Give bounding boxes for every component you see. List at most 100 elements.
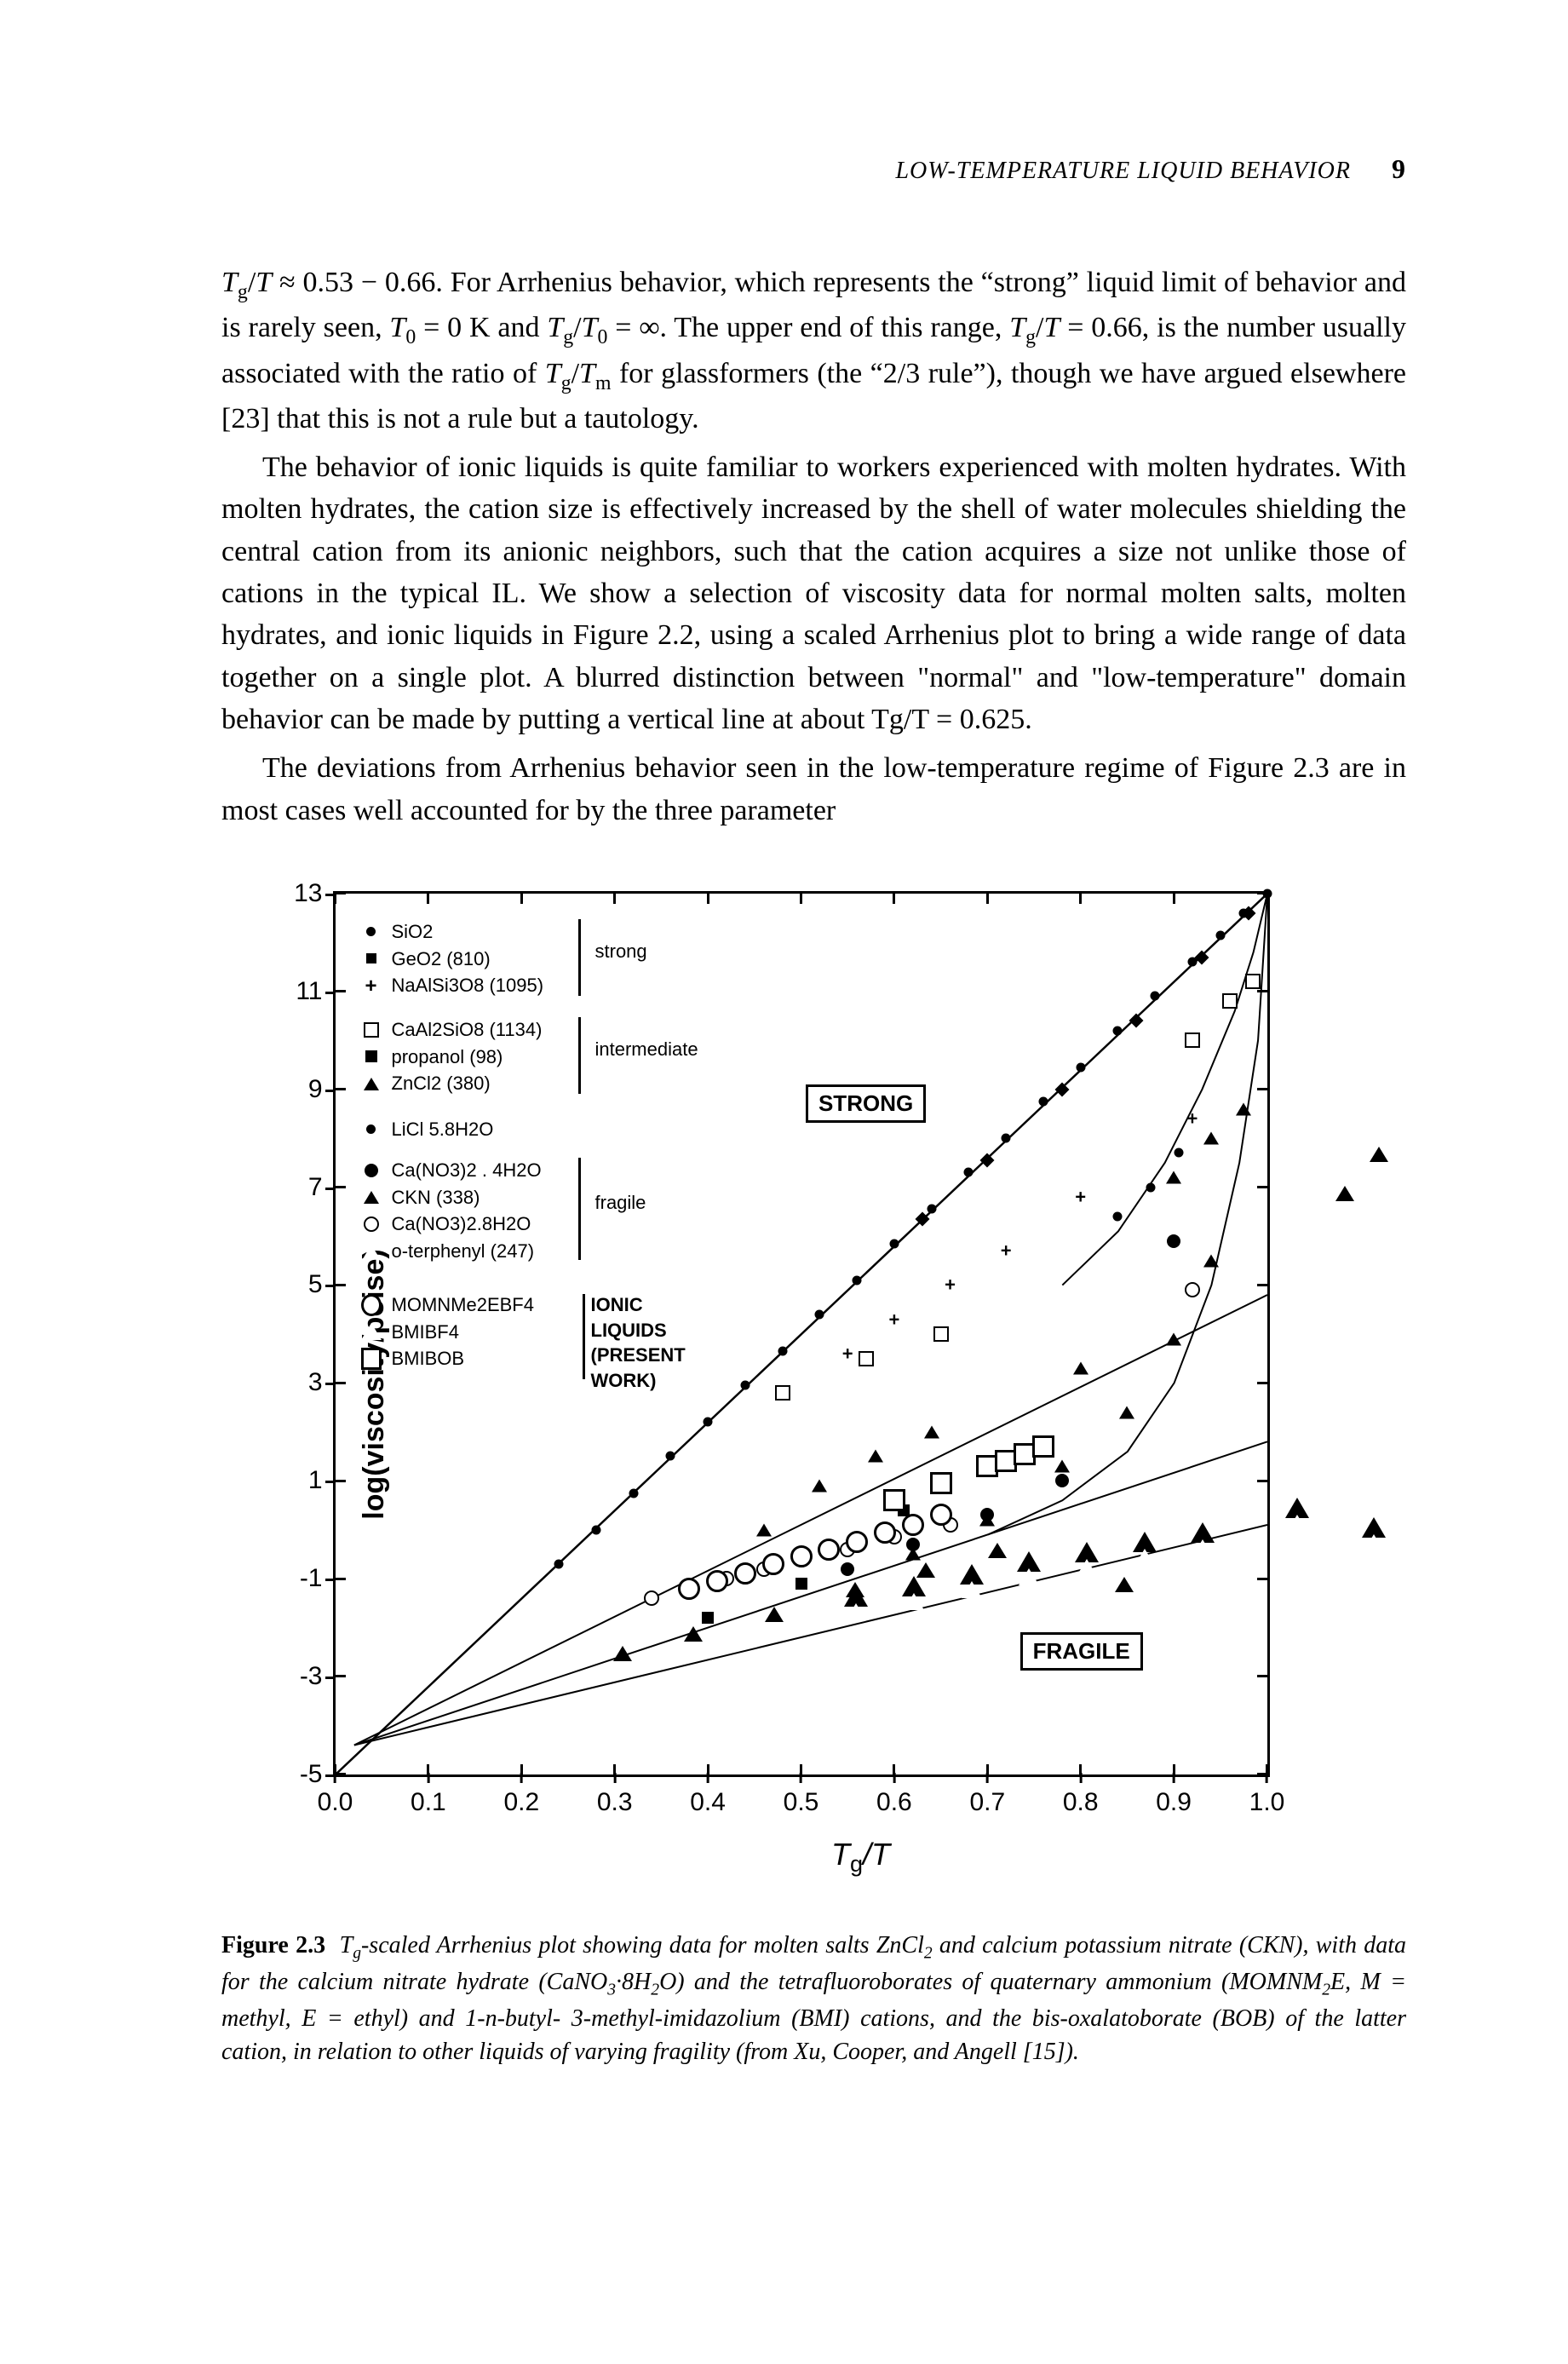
ionic-liquids-label: IONICLIQUIDS(PRESENTWORK)	[591, 1292, 686, 1394]
data-point	[1222, 993, 1238, 1009]
data-point	[933, 1326, 949, 1342]
data-point	[1076, 1062, 1085, 1072]
data-point	[702, 1612, 714, 1624]
data-point	[889, 1239, 899, 1248]
data-point	[1262, 889, 1272, 898]
data-point	[1185, 1282, 1200, 1297]
data-point	[554, 1559, 564, 1568]
data-point	[704, 1418, 713, 1427]
data-point	[1185, 1032, 1200, 1048]
y-tick: 9	[276, 1075, 323, 1104]
legend-item: CaAl2SiO8 (1134)	[361, 1017, 543, 1043]
data-point	[1215, 930, 1225, 940]
data-point	[962, 1567, 982, 1598]
x-tick: 0.8	[1063, 1788, 1099, 1817]
y-tick: -5	[276, 1760, 323, 1789]
data-point	[591, 1525, 600, 1534]
data-point	[775, 1385, 790, 1401]
legend-item: o-terphenyl (247)	[361, 1239, 542, 1264]
legend-item: +NaAlSi3O8 (1095)	[361, 973, 544, 998]
y-tick: 1	[276, 1466, 323, 1495]
data-point	[1151, 992, 1160, 1001]
data-point	[1077, 1544, 1097, 1576]
boxed-label-fragile: FRAGILE	[1020, 1632, 1143, 1671]
data-point	[1192, 1525, 1213, 1556]
x-tick: 0.0	[318, 1788, 353, 1817]
x-tick: 0.4	[690, 1788, 726, 1817]
data-point	[678, 1578, 700, 1600]
x-tick: 0.2	[503, 1788, 539, 1817]
data-point	[904, 1579, 924, 1610]
data-point	[1337, 1188, 1353, 1215]
x-tick: 0.3	[597, 1788, 633, 1817]
data-point	[1203, 1254, 1219, 1267]
data-point	[812, 1479, 827, 1492]
data-point	[930, 1472, 952, 1494]
data-point	[1146, 1182, 1155, 1192]
data-point	[818, 1539, 840, 1561]
paragraph-3: The deviations from Arrhenius behavior s…	[221, 747, 1406, 831]
data-point	[1002, 1134, 1011, 1143]
legend-item: BMIBOB	[361, 1346, 534, 1372]
data-point	[734, 1562, 756, 1585]
y-tick: -1	[276, 1564, 323, 1593]
legend-group-fragile: Ca(NO3)2 . 4H2OCKN (338)Ca(NO3)2.8H2Oo-t…	[361, 1158, 542, 1266]
data-point: +	[1187, 1114, 1198, 1124]
y-tick: 11	[276, 977, 323, 1006]
data-point	[924, 1425, 939, 1438]
data-point	[927, 1205, 936, 1214]
data-point	[686, 1628, 701, 1655]
y-tick: 3	[276, 1368, 323, 1397]
data-point	[1032, 1435, 1054, 1458]
x-tick: 0.5	[784, 1788, 819, 1817]
data-point	[756, 1523, 772, 1536]
data-point: +	[888, 1314, 899, 1324]
data-point	[874, 1521, 896, 1544]
data-point	[1019, 1554, 1039, 1585]
data-point	[1245, 974, 1261, 989]
data-point	[1167, 1234, 1180, 1248]
x-axis-label: Tg/T	[333, 1837, 1389, 1878]
data-point	[629, 1488, 638, 1498]
legend-item: SiO2	[361, 919, 544, 945]
x-tick: 0.7	[969, 1788, 1005, 1817]
legend-item: LiCl 5.8H2O	[361, 1117, 494, 1142]
data-point	[778, 1346, 787, 1355]
data-point	[1134, 1534, 1155, 1566]
x-tick: 0.9	[1156, 1788, 1192, 1817]
header-page-number: 9	[1392, 153, 1406, 184]
legend-group-label: fragile	[595, 1192, 646, 1214]
legend-group-label: strong	[595, 940, 647, 963]
legend-group-ionic: MOMNMe2EBF4BMIBF4BMIBOB	[361, 1292, 534, 1373]
data-point	[859, 1351, 874, 1366]
x-tick: 0.6	[876, 1788, 912, 1817]
body-text: Tg/T ≈ 0.53 − 0.66. For Arrhenius behavi…	[221, 262, 1406, 831]
legend-item: GeO2 (810)	[361, 946, 544, 972]
data-point	[762, 1553, 784, 1575]
plot-frame: -5-3-11357911130.00.10.20.30.40.50.60.70…	[333, 891, 1270, 1777]
y-tick: 7	[276, 1173, 323, 1202]
data-point	[1203, 1132, 1219, 1145]
data-point	[883, 1489, 905, 1511]
data-point	[853, 1275, 862, 1285]
legend-group-label: intermediate	[595, 1038, 698, 1061]
y-tick: 13	[276, 879, 323, 908]
legend-item: ZnCl2 (380)	[361, 1071, 543, 1096]
data-point: +	[945, 1280, 956, 1290]
data-point	[767, 1608, 782, 1636]
data-point	[795, 1578, 807, 1590]
x-tick: 1.0	[1249, 1788, 1285, 1817]
data-point: +	[1001, 1246, 1012, 1256]
data-point	[1166, 1332, 1181, 1345]
data-point	[1054, 1082, 1069, 1096]
data-point	[1287, 1500, 1307, 1532]
figure-caption-text: Tg-scaled Arrhenius plot showing data fo…	[221, 1932, 1406, 2065]
data-point	[1236, 1102, 1251, 1115]
figure-caption: Figure 2.3 Tg-scaled Arrhenius plot show…	[221, 1929, 1406, 2068]
data-point	[930, 1504, 952, 1526]
data-point	[1117, 1579, 1132, 1606]
data-point	[1364, 1520, 1384, 1551]
legend-item: MOMNMe2EBF4	[361, 1292, 534, 1318]
figure-label: Figure 2.3	[221, 1932, 325, 1958]
data-point	[902, 1514, 924, 1536]
